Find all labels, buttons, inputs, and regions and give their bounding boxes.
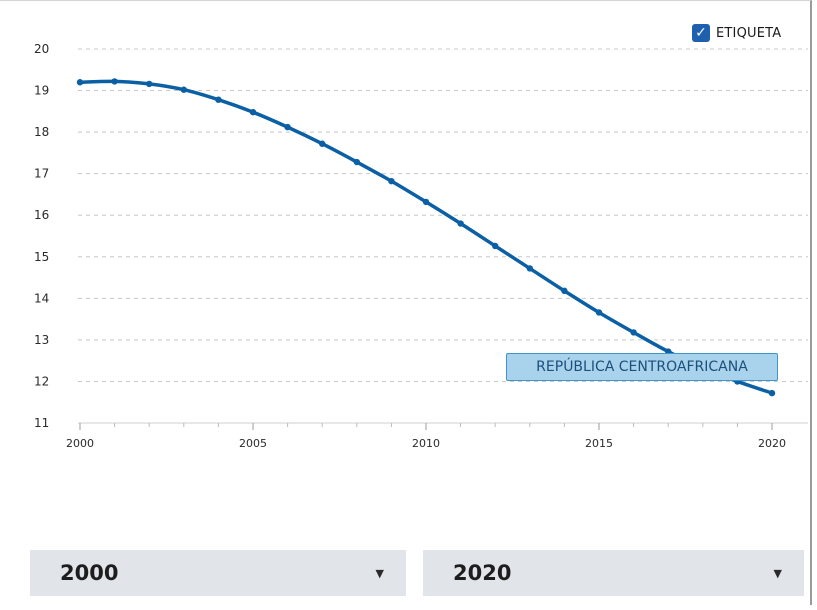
data-point[interactable] [595, 309, 603, 316]
end-year-select[interactable]: 2020 ▼ [423, 550, 804, 596]
y-tick-label: 15 [34, 250, 49, 264]
x-tick-label: 2005 [239, 437, 267, 450]
series-group [76, 78, 776, 397]
y-tick-label: 11 [34, 416, 49, 430]
y-tick-label: 20 [34, 42, 49, 56]
data-point[interactable] [111, 78, 118, 85]
y-tick-label: 12 [34, 374, 49, 388]
y-tick-label: 16 [34, 208, 49, 222]
data-point[interactable] [526, 265, 533, 272]
data-point[interactable] [561, 287, 568, 295]
data-point[interactable] [353, 158, 360, 166]
x-axis: 2000 2005 2010 2015 2020 [66, 422, 808, 450]
data-point[interactable] [492, 242, 499, 250]
y-tick-label: 14 [34, 291, 49, 305]
y-tick-label: 18 [34, 125, 49, 139]
x-tick-label: 2010 [412, 437, 440, 450]
data-point[interactable] [388, 177, 395, 185]
data-point[interactable] [457, 220, 464, 227]
data-point[interactable] [180, 86, 187, 93]
start-year-select[interactable]: 2000 ▼ [30, 550, 406, 596]
series-label: REPÚBLICA CENTROAFRICANA [506, 353, 778, 381]
x-tick-label: 2020 [758, 437, 786, 450]
data-point[interactable] [768, 389, 776, 397]
data-point[interactable] [284, 123, 291, 131]
end-year-value: 2020 [453, 561, 512, 585]
line-chart: 11 12 13 14 15 16 17 18 19 20 2000 2005 2010 2015 202… [34, 42, 808, 450]
data-point[interactable] [146, 80, 153, 88]
caret-down-icon: ▼ [773, 566, 782, 580]
y-tick-label: 13 [34, 333, 49, 347]
y-tick-label: 17 [34, 167, 49, 181]
data-point[interactable] [249, 108, 257, 116]
label-toggle-text: ETIQUETA [716, 25, 782, 41]
data-point[interactable] [215, 96, 222, 103]
start-year-value: 2000 [60, 561, 119, 585]
y-axis-ticks: 11 12 13 14 15 16 17 18 19 20 [34, 42, 49, 430]
data-point[interactable] [630, 329, 637, 336]
x-tick-label: 2015 [585, 437, 613, 450]
check-icon[interactable]: ✓ [692, 24, 710, 42]
y-tick-label: 19 [34, 84, 49, 98]
label-toggle[interactable]: ✓ ETIQUETA [692, 24, 781, 42]
series-line [78, 79, 774, 395]
x-tick-label: 2000 [66, 437, 94, 450]
data-point[interactable] [76, 79, 84, 86]
caret-down-icon: ▼ [375, 566, 384, 580]
data-point[interactable] [422, 198, 430, 206]
data-point[interactable] [319, 140, 326, 147]
